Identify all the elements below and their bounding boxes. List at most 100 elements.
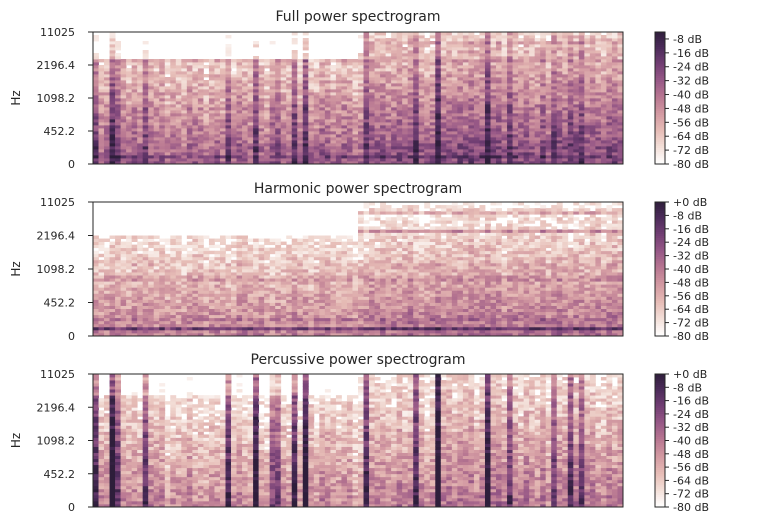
heatmap-cell [611,119,618,123]
heatmap-cell [462,155,469,159]
heatmap-cell [369,71,375,75]
heatmap-cell [512,77,519,81]
heatmap-cell [192,293,199,297]
heatmap-cell [120,326,127,331]
heatmap-cell [396,137,403,141]
heatmap-cell [164,278,171,282]
heatmap-cell [479,110,486,114]
heatmap-cell [197,247,204,252]
heatmap-cell [159,293,166,297]
heatmap-cell [175,320,182,325]
heatmap-cell [115,332,121,337]
heatmap-cell [242,332,248,337]
heatmap-cell [164,287,171,291]
heatmap-cell [164,101,171,105]
heatmap-cell [286,65,293,69]
heatmap-cell [280,140,287,144]
heatmap-cell [115,326,121,331]
heatmap-cell [418,119,425,123]
heatmap-cell [148,311,155,316]
heatmap-cell [413,143,420,147]
heatmap-cell [573,50,580,54]
heatmap-cell [104,275,110,279]
heatmap-cell [346,134,353,138]
heatmap-cell [164,149,171,153]
heatmap-cell [523,50,530,54]
heatmap-cell [313,83,320,87]
heatmap-cell [473,161,480,165]
heatmap-cell [385,38,392,42]
heatmap-cell [275,152,282,156]
heatmap-cell [584,95,591,99]
heatmap-cell [595,116,602,120]
heatmap-cell [335,104,342,108]
heatmap-cell [380,137,386,141]
heatmap-cell [192,116,199,120]
heatmap-cell [302,56,309,60]
heatmap-cell [363,137,370,141]
heatmap-cell [479,104,486,108]
heatmap-cell [385,50,392,54]
heatmap-cell [341,140,348,144]
heatmap-cell [253,265,260,270]
heatmap-cell [468,146,475,150]
heatmap-cell [175,293,182,297]
heatmap-cell [534,155,541,159]
heatmap-cell [457,65,464,69]
heatmap-cell [109,272,116,276]
heatmap-cell [418,50,425,54]
heatmap-cell [446,89,453,93]
heatmap-cell [131,113,138,117]
heatmap-cell [363,146,370,150]
heatmap-cell [219,308,226,313]
heatmap-cell [534,137,541,141]
heatmap-cell [429,89,436,93]
heatmap-cell [131,59,138,63]
heatmap-cell [611,101,618,105]
heatmap-cell [219,332,226,337]
heatmap-cell [148,77,155,81]
heatmap-cell [363,119,370,123]
heatmap-cell [380,155,386,159]
heatmap-cell [280,65,287,69]
heatmap-cell [341,131,348,135]
heatmap-cell [346,137,353,141]
heatmap-cell [424,41,431,45]
heatmap-cell [595,101,602,105]
heatmap-cell [496,38,502,42]
heatmap-cell [319,125,326,129]
heatmap-cell [219,302,226,306]
heatmap-cell [280,110,287,114]
heatmap-cell [446,122,453,126]
heatmap-cell [407,86,414,90]
heatmap-cell [418,122,425,126]
heatmap-cell [242,116,248,120]
heatmap-cell [584,65,591,69]
heatmap-cell [308,113,315,117]
heatmap-cell [567,50,574,54]
heatmap-cell [578,158,585,162]
heatmap-cell [600,101,607,105]
heatmap-cell [286,116,293,120]
heatmap-cell [253,256,260,261]
heatmap-cell [126,80,133,84]
heatmap-cell [358,35,364,39]
heatmap-cell [496,161,502,165]
heatmap-cell [258,155,265,159]
heatmap-cell [385,59,392,63]
heatmap-cell [197,275,204,279]
heatmap-cell [253,92,260,96]
heatmap-cell [231,241,237,246]
heatmap-cell [153,244,160,249]
heatmap-cell [214,80,221,84]
heatmap-cell [253,287,260,291]
heatmap-cell [418,134,425,138]
heatmap-cell [186,65,193,69]
heatmap-cell [578,35,585,39]
heatmap-cell [418,86,425,90]
heatmap-cell [258,269,265,273]
heatmap-cell [137,244,144,249]
heatmap-cell [264,320,271,325]
heatmap-cell [380,47,386,51]
heatmap-cell [253,278,260,282]
